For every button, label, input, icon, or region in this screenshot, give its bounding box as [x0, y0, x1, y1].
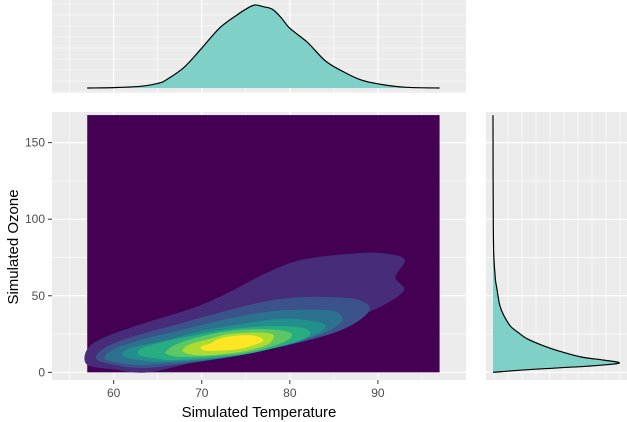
y-axis-title: Simulated Ozone — [5, 189, 22, 304]
density-level-8 — [200, 335, 264, 351]
y-tick-label: 100 — [25, 212, 45, 226]
y-axis-ticks: 0 50 100 150 — [25, 136, 52, 379]
top-marginal-density-fill — [87, 4, 440, 89]
top-marginal-panel — [52, 0, 466, 93]
x-tick-label: 60 — [107, 386, 121, 400]
x-tick-label: 80 — [283, 386, 297, 400]
y-tick-label: 50 — [32, 289, 46, 303]
right-marginal-panel — [486, 112, 627, 380]
y-tick-label: 0 — [38, 365, 45, 379]
right-marginal-density-fill — [493, 115, 620, 373]
x-axis-ticks: 60 70 80 90 — [107, 380, 385, 400]
x-tick-label: 70 — [195, 386, 209, 400]
right-marginal-density-line — [492, 115, 620, 373]
top-marginal-density-line — [87, 4, 440, 89]
x-tick-label: 90 — [371, 386, 385, 400]
y-tick-label: 150 — [25, 136, 45, 150]
density-contour-levels — [84, 115, 440, 373]
x-axis-title: Simulated Temperature — [182, 404, 337, 421]
main-panel — [52, 112, 466, 380]
